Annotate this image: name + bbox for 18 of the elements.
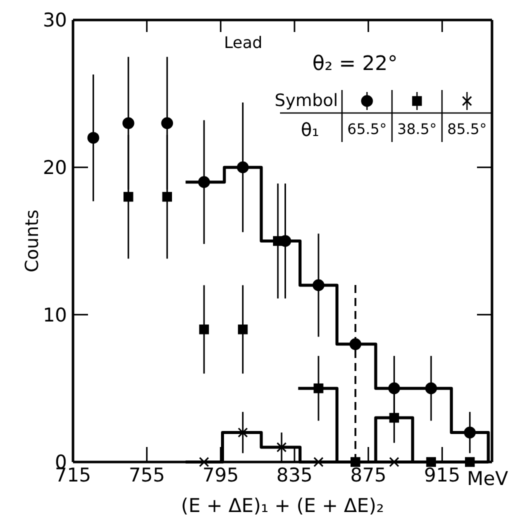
x-tick-label: 915: [424, 464, 460, 486]
legend-label: 38.5°: [397, 122, 437, 138]
x-tick-label: 835: [276, 464, 313, 486]
x-tick-label: 875: [350, 464, 386, 486]
annotation: θ₂ = 22°: [312, 51, 398, 75]
y-tick-label: 30: [42, 10, 67, 32]
x-tick-label: 795: [202, 464, 239, 486]
x-tick-label: 755: [128, 464, 165, 486]
annotation: Lead: [224, 33, 262, 52]
text: MeV: [467, 468, 508, 490]
y-axis-title: Counts: [22, 210, 43, 272]
legend-label: 85.5°: [447, 122, 487, 138]
y-tick-label: 20: [42, 156, 67, 179]
x-axis-title: (E + ΔE)₁ + (E + ΔE)₂: [181, 495, 384, 517]
legend-label: 65.5°: [347, 122, 387, 138]
annotation: Symbol: [274, 91, 338, 111]
legend-title: θ₁: [300, 120, 320, 141]
y-tick-label: 10: [42, 304, 67, 326]
